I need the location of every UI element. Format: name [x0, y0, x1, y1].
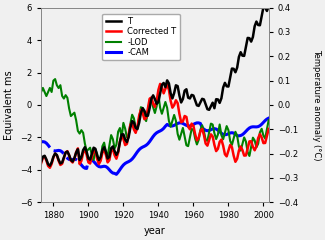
- Corrected T: [113, 154, 117, 157]
- -CAM: [114, 173, 118, 176]
- -LOD: [53, 78, 57, 81]
- Corrected T: [158, 82, 162, 85]
- Line: -CAM: -CAM: [88, 118, 269, 174]
- Corrected T: [48, 166, 52, 169]
- T: [39, 160, 43, 163]
- Legend: T, Corrected T, -LOD, -CAM: T, Corrected T, -LOD, -CAM: [102, 14, 180, 60]
- Corrected T: [39, 162, 43, 165]
- Line: -LOD: -LOD: [41, 79, 269, 163]
- -LOD: [127, 134, 131, 137]
- -LOD: [267, 119, 271, 122]
- -LOD: [114, 143, 118, 146]
- Corrected T: [62, 157, 66, 160]
- -CAM: [86, 159, 90, 162]
- T: [48, 164, 52, 167]
- -CAM: [134, 153, 137, 156]
- T: [209, 105, 213, 108]
- Corrected T: [125, 143, 129, 145]
- Corrected T: [267, 127, 271, 130]
- Y-axis label: Temperature anomaly (°C): Temperature anomaly (°C): [312, 49, 321, 161]
- Corrected T: [216, 147, 220, 150]
- Corrected T: [130, 122, 134, 125]
- T: [218, 102, 222, 104]
- -CAM: [253, 126, 257, 128]
- -CAM: [267, 117, 271, 120]
- T: [267, 5, 271, 8]
- -LOD: [39, 90, 43, 93]
- T: [170, 97, 174, 100]
- X-axis label: year: year: [144, 226, 166, 236]
- -CAM: [92, 160, 96, 163]
- -LOD: [62, 97, 66, 100]
- -LOD: [158, 107, 162, 109]
- Corrected T: [156, 88, 160, 91]
- T: [81, 149, 85, 151]
- -CAM: [262, 121, 266, 124]
- T: [50, 161, 54, 164]
- T: [183, 89, 187, 92]
- Line: T: T: [41, 6, 269, 166]
- -CAM: [177, 121, 181, 124]
- Y-axis label: Equivalent ms: Equivalent ms: [4, 70, 14, 140]
- -LOD: [132, 117, 136, 120]
- Line: Corrected T: Corrected T: [41, 84, 269, 168]
- -LOD: [216, 133, 220, 136]
- -LOD: [97, 162, 101, 164]
- -CAM: [141, 146, 145, 149]
